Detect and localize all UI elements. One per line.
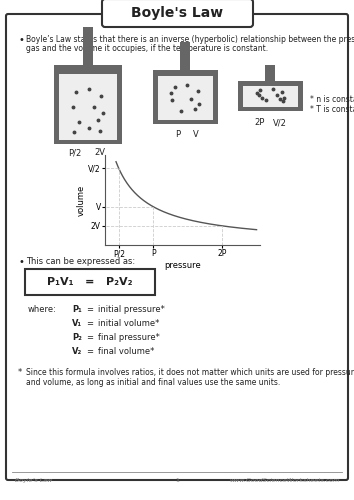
Bar bbox=[155, 70, 215, 76]
Text: Boyle's Law: Boyle's Law bbox=[131, 6, 223, 20]
Bar bbox=[57, 65, 119, 74]
Text: Boyle’s Law: Boyle’s Law bbox=[15, 478, 52, 483]
Bar bbox=[240, 81, 299, 86]
Text: P₂: P₂ bbox=[72, 333, 82, 342]
FancyBboxPatch shape bbox=[6, 14, 348, 480]
Bar bbox=[212, 70, 217, 120]
Bar bbox=[242, 81, 297, 107]
Bar bbox=[153, 120, 217, 124]
Text: initial pressure*: initial pressure* bbox=[98, 305, 165, 314]
Text: * T is constant: * T is constant bbox=[310, 106, 354, 114]
Bar bbox=[297, 81, 303, 107]
Text: V: V bbox=[193, 130, 199, 139]
Bar bbox=[83, 27, 93, 65]
Bar bbox=[25, 269, 155, 295]
Text: V₂: V₂ bbox=[72, 347, 82, 356]
Text: P/2: P/2 bbox=[68, 148, 82, 157]
Bar bbox=[238, 107, 303, 110]
Text: final pressure*: final pressure* bbox=[98, 333, 160, 342]
FancyBboxPatch shape bbox=[102, 0, 253, 27]
Text: V/2: V/2 bbox=[273, 118, 287, 127]
Text: Boyle’s Law states that there is an inverse (hyperbolic) relationship between th: Boyle’s Law states that there is an inve… bbox=[26, 35, 354, 44]
Text: =: = bbox=[86, 319, 93, 328]
Text: This can be expressed as:: This can be expressed as: bbox=[26, 257, 135, 266]
Bar bbox=[117, 65, 122, 140]
Text: *: * bbox=[18, 368, 22, 377]
Bar bbox=[238, 81, 242, 107]
Bar bbox=[54, 65, 59, 140]
Text: 2V: 2V bbox=[95, 148, 105, 157]
Bar bbox=[153, 70, 158, 120]
Text: final volume*: final volume* bbox=[98, 347, 154, 356]
Bar bbox=[158, 70, 212, 120]
Bar bbox=[59, 65, 117, 140]
Text: 1: 1 bbox=[175, 478, 179, 483]
Bar bbox=[180, 42, 190, 70]
Text: where:: where: bbox=[28, 305, 57, 314]
Text: P₁V₁   =   P₂V₂: P₁V₁ = P₂V₂ bbox=[47, 277, 133, 287]
Bar bbox=[54, 140, 122, 143]
Bar bbox=[265, 65, 275, 81]
Text: gas and the volume it occupies, if the temperature is constant.: gas and the volume it occupies, if the t… bbox=[26, 44, 268, 53]
Text: Since this formula involves ratios, it does not matter which units are used for : Since this formula involves ratios, it d… bbox=[26, 368, 354, 388]
Text: * n is constant: * n is constant bbox=[310, 96, 354, 104]
Text: =: = bbox=[86, 305, 93, 314]
Text: •: • bbox=[18, 35, 24, 45]
Text: 2P: 2P bbox=[255, 118, 265, 127]
Text: V₁: V₁ bbox=[72, 319, 82, 328]
Text: =: = bbox=[86, 333, 93, 342]
Text: =: = bbox=[86, 347, 93, 356]
Text: initial volume*: initial volume* bbox=[98, 319, 159, 328]
Text: www.GoodScienceWorksheets.com: www.GoodScienceWorksheets.com bbox=[230, 478, 340, 483]
Text: P₁: P₁ bbox=[72, 305, 82, 314]
X-axis label: pressure: pressure bbox=[164, 261, 201, 270]
Text: P: P bbox=[176, 130, 181, 139]
Text: •: • bbox=[18, 257, 24, 267]
Y-axis label: volume: volume bbox=[76, 184, 85, 216]
